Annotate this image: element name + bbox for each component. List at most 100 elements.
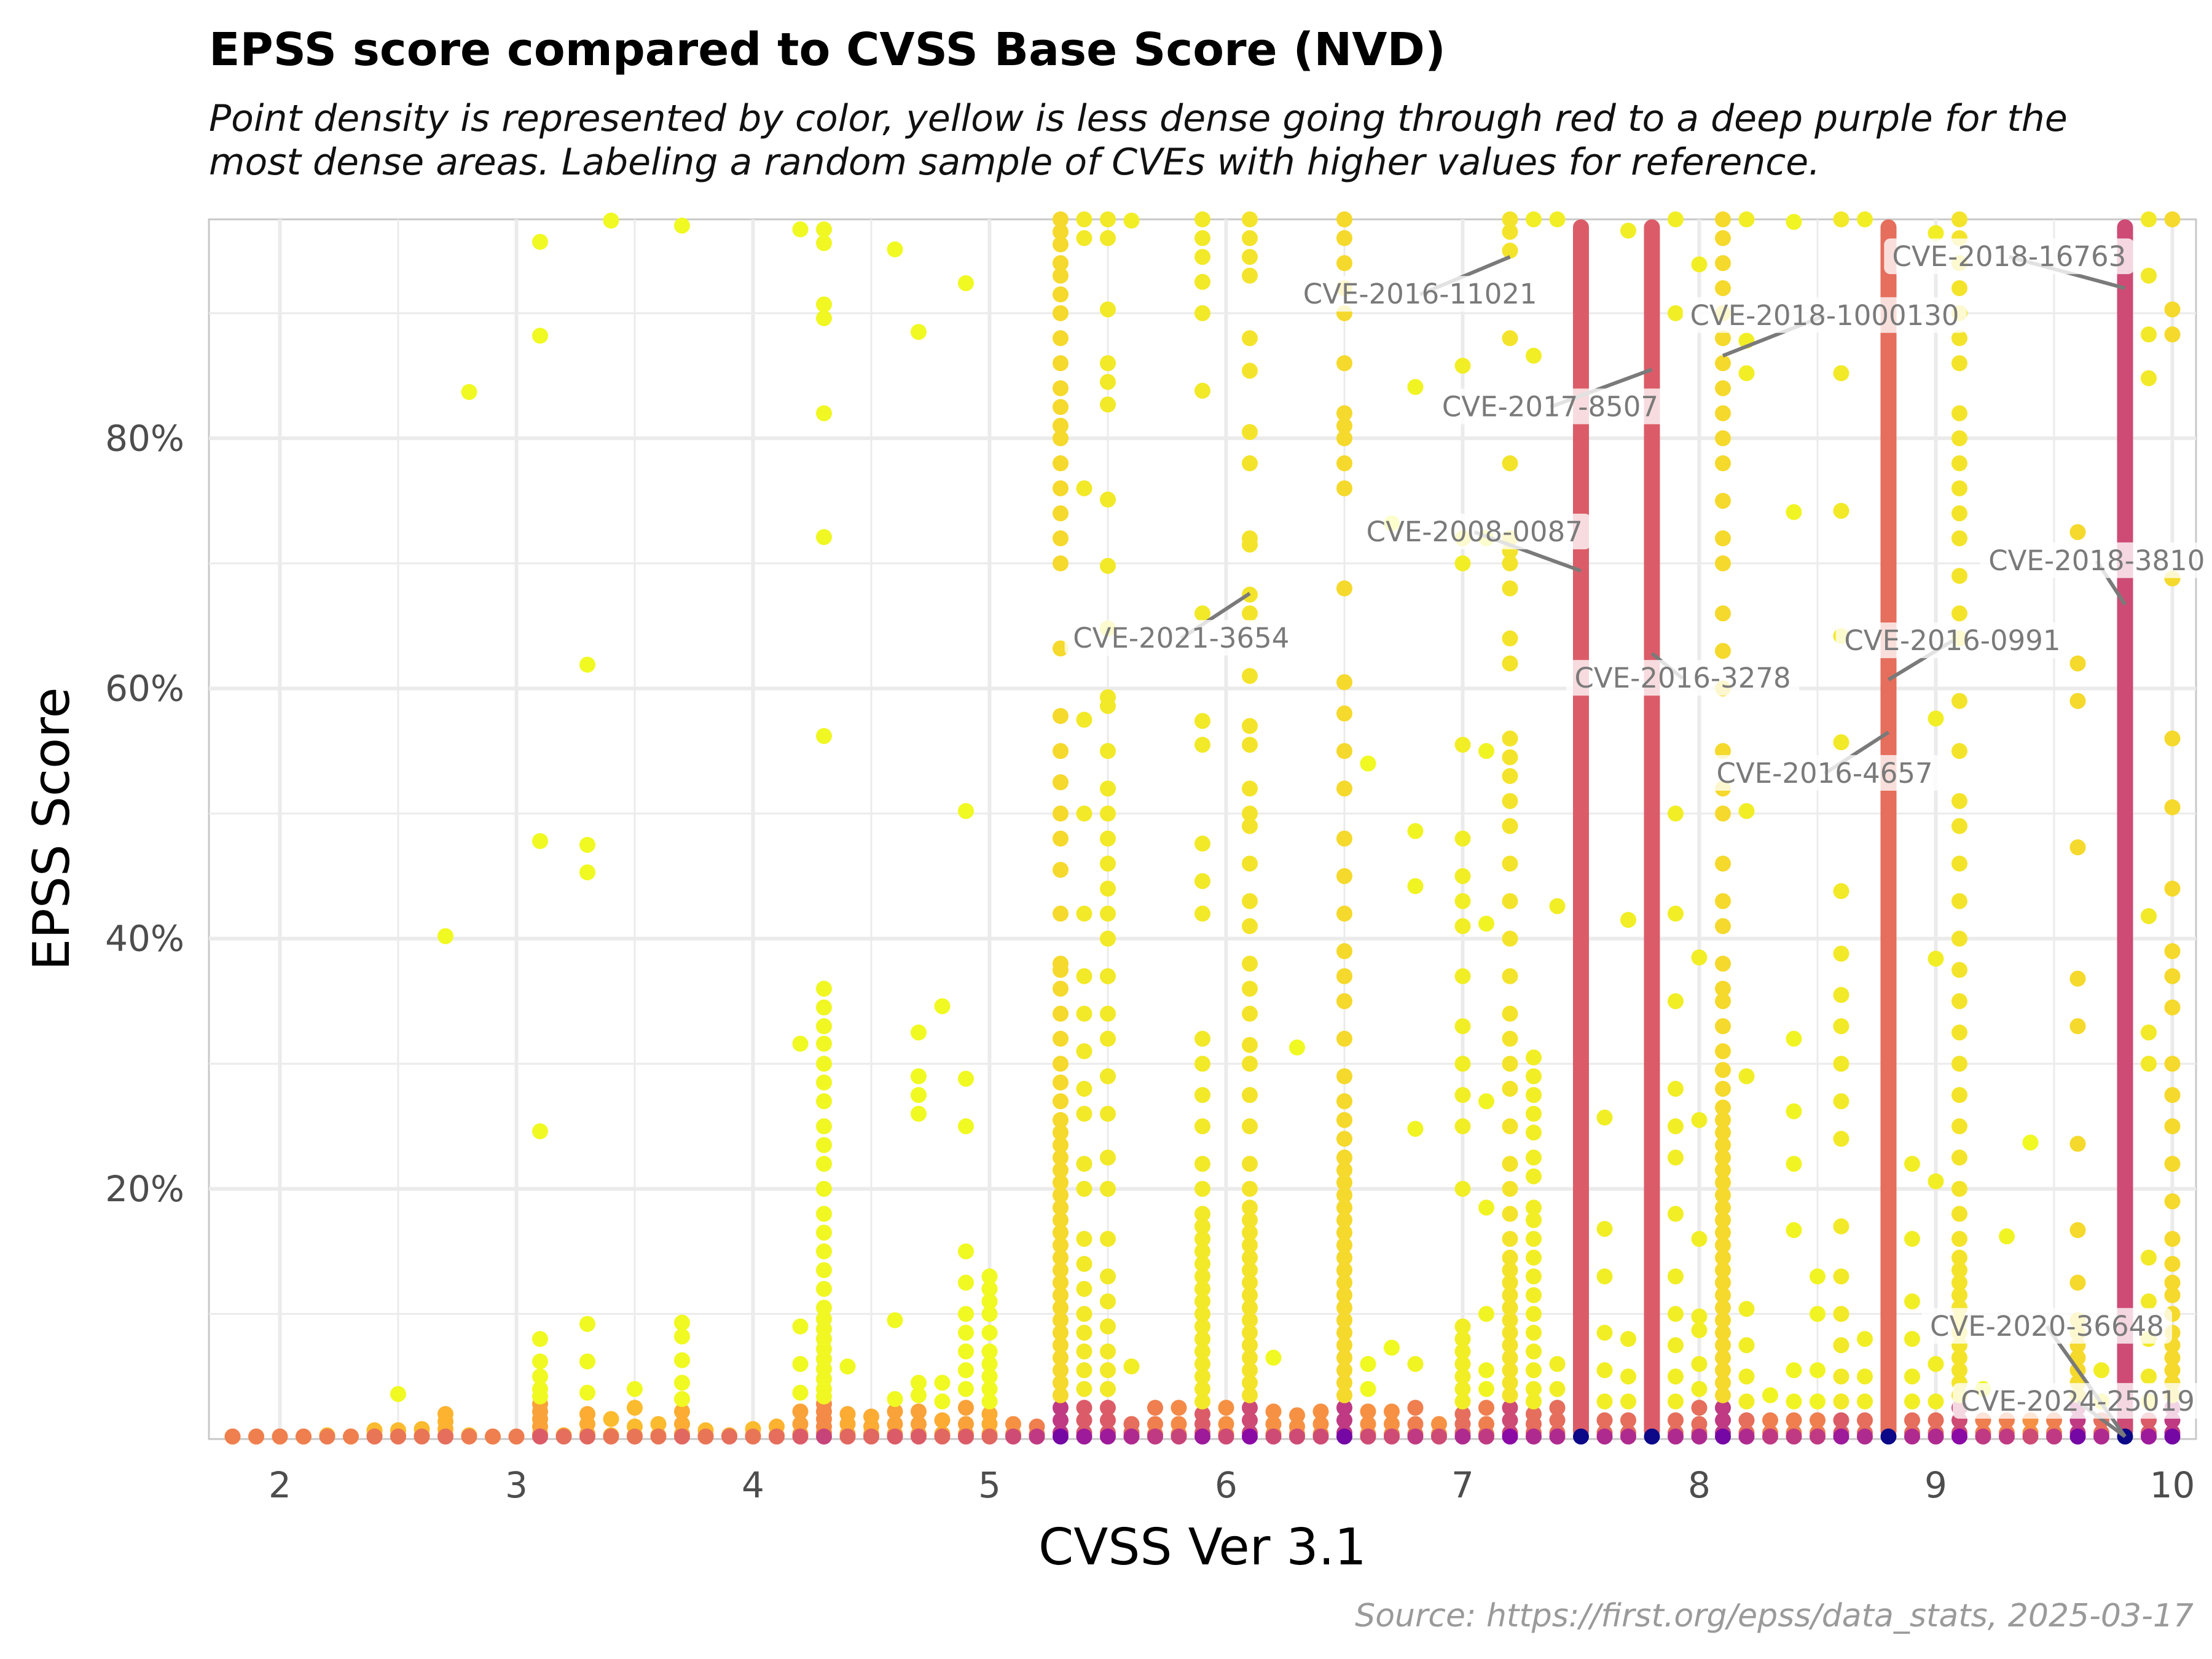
data-point	[1833, 211, 1849, 227]
data-point	[579, 864, 595, 880]
data-point	[1833, 883, 1849, 900]
data-point	[1336, 1249, 1352, 1266]
data-point	[981, 1393, 998, 1410]
data-point	[816, 221, 832, 238]
data-point	[1951, 855, 1967, 872]
data-point	[532, 327, 548, 344]
data-point	[1076, 1005, 1092, 1022]
data-point	[981, 1306, 998, 1322]
data-point	[1053, 236, 1069, 253]
data-point	[1951, 1287, 1967, 1303]
data-point	[1596, 1109, 1613, 1126]
data-point	[1053, 1162, 1069, 1179]
data-point	[1053, 530, 1069, 547]
base-point	[863, 1428, 879, 1445]
data-point	[2164, 301, 2181, 318]
data-point	[887, 1403, 903, 1420]
data-point	[981, 1343, 998, 1360]
data-point	[1502, 455, 1518, 471]
data-point	[1928, 710, 1944, 727]
data-points	[224, 211, 2181, 1445]
data-point	[1549, 211, 1566, 227]
base-point	[272, 1428, 288, 1445]
data-point	[1715, 1300, 1731, 1316]
data-point	[1810, 1306, 1826, 1322]
data-point	[1715, 893, 1731, 909]
base-point	[1123, 1428, 1140, 1445]
data-point	[1951, 1149, 1967, 1166]
data-point	[1053, 211, 1069, 227]
data-point	[816, 1262, 832, 1279]
data-point	[1951, 568, 1967, 584]
data-point	[1715, 1112, 1731, 1128]
data-point	[1904, 1331, 1920, 1347]
data-point	[1478, 916, 1494, 932]
data-point	[1478, 1400, 1494, 1416]
data-point	[1526, 1268, 1542, 1285]
base-point	[2093, 1428, 2109, 1445]
data-point	[1454, 1368, 1471, 1385]
base-point	[1147, 1428, 1163, 1445]
data-point	[390, 1386, 406, 1402]
annotation-label: CVE-2016-3278	[1574, 662, 1790, 694]
data-point	[1171, 1400, 1187, 1416]
data-point	[1053, 417, 1069, 434]
y-axis-title: EPSS Score	[23, 687, 81, 970]
base-point	[555, 1428, 572, 1445]
data-point	[1336, 1174, 1352, 1191]
data-point	[911, 324, 927, 340]
data-point	[2069, 839, 2086, 856]
data-point	[958, 1416, 974, 1432]
annotation-label-box	[1358, 513, 1591, 549]
data-point	[1715, 1080, 1731, 1097]
data-point	[1053, 355, 1069, 372]
data-point	[1928, 1393, 1944, 1410]
data-point	[1526, 1149, 1542, 1166]
data-point	[1171, 1416, 1187, 1432]
data-point	[1691, 256, 1708, 273]
data-point	[1810, 1393, 1826, 1410]
data-point	[1502, 1362, 1518, 1379]
data-point	[2164, 1087, 2181, 1104]
data-point	[1502, 855, 1518, 872]
data-point	[2069, 1222, 2086, 1239]
data-point	[1336, 743, 1352, 759]
data-point	[2164, 1274, 2181, 1291]
data-point	[1194, 305, 1210, 321]
data-point	[1857, 211, 1873, 227]
data-point	[1242, 1400, 1258, 1416]
data-point	[1715, 1387, 1731, 1403]
data-point	[1336, 211, 1352, 227]
data-point	[1194, 249, 1210, 265]
data-point	[1786, 1393, 1802, 1410]
data-point	[1668, 1368, 1684, 1385]
data-point	[579, 1316, 595, 1332]
data-point	[1053, 743, 1069, 759]
data-point	[1100, 1105, 1116, 1122]
data-point	[579, 1353, 595, 1370]
data-point	[2164, 880, 2181, 897]
data-point	[1100, 780, 1116, 797]
data-point	[1242, 424, 1258, 441]
data-point	[1194, 382, 1210, 399]
data-point	[792, 1416, 809, 1432]
data-point	[1715, 1324, 1731, 1341]
data-point	[1336, 1093, 1352, 1110]
data-point	[1242, 605, 1258, 622]
data-point	[1715, 455, 1731, 471]
data-point	[1194, 1293, 1210, 1310]
data-point	[1833, 1218, 1849, 1234]
data-point	[1242, 1199, 1258, 1216]
data-point	[1857, 1331, 1873, 1347]
data-point	[674, 1352, 690, 1368]
data-point	[1668, 1306, 1684, 1322]
data-point	[1242, 1324, 1258, 1341]
data-point	[1951, 480, 1967, 496]
data-point	[2069, 1135, 2086, 1152]
data-point	[816, 1018, 832, 1035]
data-point	[1242, 1212, 1258, 1228]
data-point	[1194, 1118, 1210, 1135]
data-point	[1242, 1412, 1258, 1429]
data-point	[1242, 806, 1258, 822]
data-point	[1526, 1068, 1542, 1084]
